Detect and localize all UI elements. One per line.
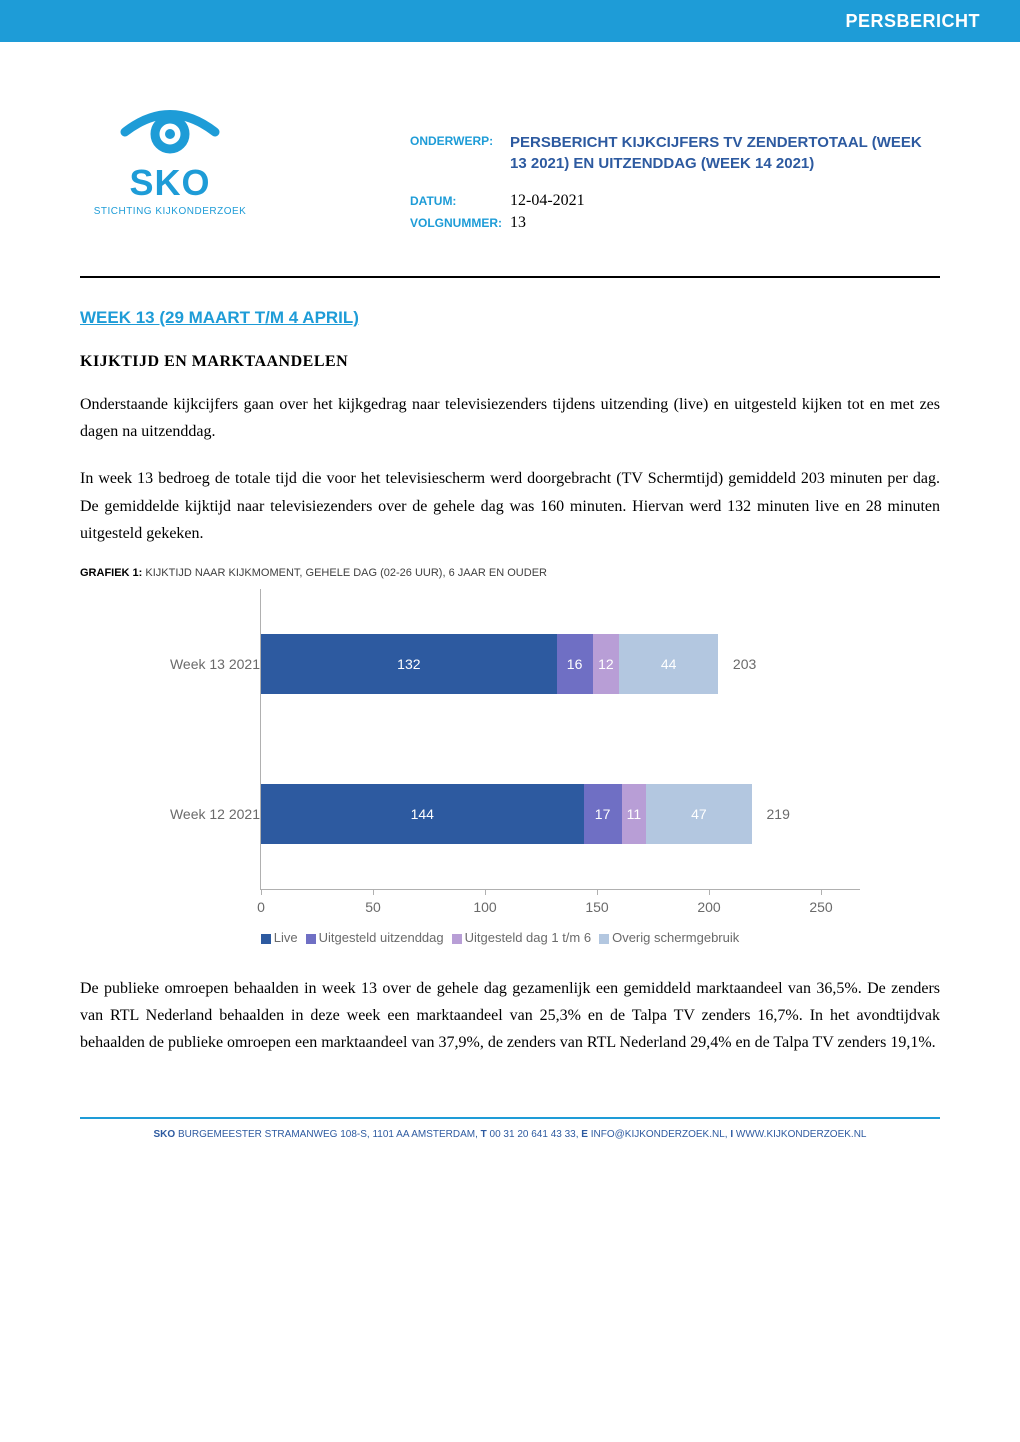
- legend-item: Live: [261, 930, 298, 945]
- footer-t-value: 00 31 20 641 43 33,: [487, 1129, 582, 1140]
- chart-tick-label: 200: [697, 899, 720, 915]
- chart-tick: [373, 889, 374, 895]
- legend-label: Overig schermgebruik: [612, 930, 739, 945]
- footer-e-value: INFO@KIJKONDERZOEK.NL,: [588, 1129, 730, 1140]
- section-subheading: KIJKTIJD EN MARKTAANDELEN: [80, 353, 940, 371]
- sko-logo: SKO STICHTING KIJKONDERZOEK: [80, 92, 260, 217]
- paragraph-1: Onderstaande kijkcijfers gaan over het k…: [80, 391, 940, 445]
- meta-datum-value: 12-04-2021: [510, 192, 585, 210]
- paragraph-3: De publieke omroepen behaalden in week 1…: [80, 975, 940, 1057]
- bar-group: 132161244203: [261, 634, 756, 694]
- chart-tick: [261, 889, 262, 895]
- bar-segment: 12: [593, 634, 620, 694]
- chart-caption-rest: KIJKTIJD NAAR KIJKMOMENT, GEHELE DAG (02…: [142, 567, 547, 579]
- chart-tick: [597, 889, 598, 895]
- chart-tick: [821, 889, 822, 895]
- chart-tick: [709, 889, 710, 895]
- legend-item: Uitgesteld uitzenddag: [306, 930, 444, 945]
- meta-volgnummer-label: VOLGNUMMER:: [410, 214, 510, 230]
- chart-ylabel-1: Week 12 2021: [140, 739, 268, 889]
- footer-divider: [80, 1117, 940, 1119]
- legend-label: Live: [274, 930, 298, 945]
- bar-group: 144171147219: [261, 784, 790, 844]
- bar-segment: 144: [261, 784, 584, 844]
- footer: SKO BURGEMEESTER STRAMANWEG 108-S, 1101 …: [80, 1129, 940, 1170]
- logo-text: SKO: [129, 162, 210, 204]
- bar-segment: 47: [646, 784, 751, 844]
- chart-area: Week 13 2021 Week 12 2021 0 50 100 150 200 25…: [140, 589, 860, 945]
- meta-volgnummer-value: 13: [510, 214, 526, 232]
- chart-caption: GRAFIEK 1: KIJKTIJD NAAR KIJKMOMENT, GEH…: [80, 567, 940, 579]
- bar-total-label: 219: [752, 784, 790, 844]
- banner-label: PERSBERICHT: [845, 11, 980, 32]
- meta-onderwerp-label: ONDERWERP:: [410, 132, 510, 148]
- legend-label: Uitgesteld dag 1 t/m 6: [465, 930, 591, 945]
- meta-block: ONDERWERP: PERSBERICHT KIJKCIJFERS TV ZE…: [410, 132, 940, 236]
- logo-subtext: STICHTING KIJKONDERZOEK: [94, 206, 247, 217]
- chart-legend: Live Uitgesteld uitzenddag Uitgesteld dag …: [140, 930, 860, 945]
- legend-swatch: [306, 934, 316, 944]
- header-row: SKO STICHTING KIJKONDERZOEK ONDERWERP: P…: [80, 92, 940, 236]
- bar-total-label: 203: [718, 634, 756, 694]
- paragraph-2: In week 13 bedroeg de totale tijd die vo…: [80, 465, 940, 547]
- legend-swatch: [452, 934, 462, 944]
- chart-ylabel-0: Week 13 2021: [140, 589, 268, 739]
- chart-caption-bold: GRAFIEK 1:: [80, 567, 142, 579]
- legend-label: Uitgesteld uitzenddag: [319, 930, 444, 945]
- bar-segment: 132: [261, 634, 557, 694]
- chart-tick-label: 150: [585, 899, 608, 915]
- chart-tick-label: 250: [809, 899, 832, 915]
- chart-tick-label: 100: [473, 899, 496, 915]
- chart-tick-label: 50: [365, 899, 381, 915]
- divider-top: [80, 276, 940, 278]
- bar-segment: 17: [584, 784, 622, 844]
- legend-item: Uitgesteld dag 1 t/m 6: [452, 930, 591, 945]
- footer-org: SKO: [154, 1129, 176, 1140]
- bar-segment: 44: [619, 634, 718, 694]
- bar-segment: 11: [622, 784, 647, 844]
- footer-e-label: E: [581, 1129, 588, 1140]
- meta-onderwerp-value: PERSBERICHT KIJKCIJFERS TV ZENDERTOTAAL …: [510, 132, 940, 174]
- page-content: SKO STICHTING KIJKONDERZOEK ONDERWERP: P…: [0, 42, 1020, 1200]
- footer-i-value: WWW.KIJKONDERZOEK.NL: [733, 1129, 866, 1140]
- bar-segment: 16: [557, 634, 593, 694]
- chart-tick-label: 0: [257, 899, 265, 915]
- eye-icon: [115, 92, 225, 162]
- meta-datum-label: DATUM:: [410, 192, 510, 208]
- legend-item: Overig schermgebruik: [599, 930, 739, 945]
- chart-tick: [485, 889, 486, 895]
- footer-address: BURGEMEESTER STRAMANWEG 108-S, 1101 AA A…: [175, 1129, 480, 1140]
- legend-swatch: [599, 934, 609, 944]
- section-title-link[interactable]: WEEK 13 (29 MAART T/M 4 APRIL): [80, 308, 940, 328]
- legend-swatch: [261, 934, 271, 944]
- chart-plot: 050100150200250132161244203144171147219: [260, 589, 860, 890]
- top-banner: PERSBERICHT: [0, 0, 1020, 42]
